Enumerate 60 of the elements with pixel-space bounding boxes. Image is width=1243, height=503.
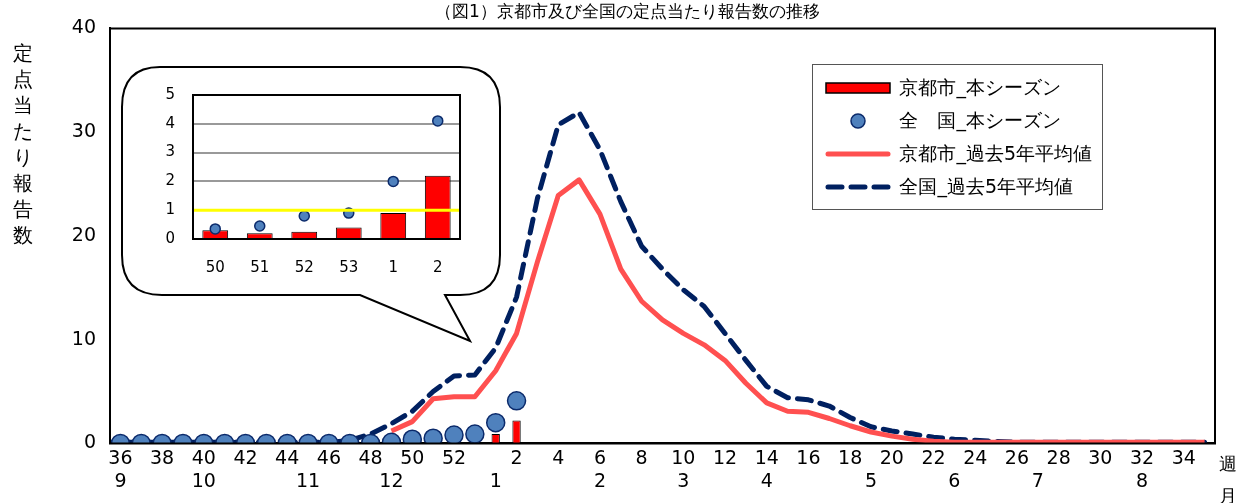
y-tick-label: 40 [71,15,96,38]
x-tick-label: 50 [205,257,225,276]
x-tick-label: 24 [963,445,988,468]
y-tick-label: 0 [83,430,96,453]
x-tick-label: 5 [864,468,878,491]
x-tick-label: 4 [552,445,565,468]
y-tick-label: 30 [71,119,96,142]
legend-label: 京都市_過去5年平均値 [899,140,1092,167]
x-tick-label: 14 4 [754,445,779,491]
x-tick-label: 2 [432,257,443,276]
x-tick-label: 1 [489,468,502,491]
x-tick-label: 16 [796,445,821,468]
x-tick-label: 12 [379,468,404,491]
y-tick-label: 5 [165,84,175,103]
x-tick-label: 20 [879,445,904,468]
x-tick-label: 50 [400,445,425,468]
x-tick-label: 52 [294,257,314,276]
y-tick-label: 10 [71,326,96,349]
x-tick-label: 30 [1088,445,1113,468]
y-tick-label: 2 [165,171,175,190]
x-tick-label: 8 [635,445,648,468]
y-tick-label: 4 [165,113,175,132]
x-tick-label: 6 2 [593,445,606,491]
x-tick-label: 10 3 [671,445,696,491]
x-tick-label: 11 [295,468,321,491]
legend-label: 全 国_本シーズン [899,107,1061,134]
x-tick-label: 51 [250,257,270,276]
x-tick-label: 48 [358,445,383,468]
y-axis-title: 定点当たり報告数 [12,40,34,248]
x-tick-label: 38 [150,445,175,468]
x-tick-label: 2 [510,445,523,468]
x-tick-label: 1 [388,257,399,276]
x-tick-label: 26 [1004,445,1030,468]
x-tick-label: 6 [948,468,961,491]
x-tick-label: 34 [1171,445,1196,468]
point [387,175,399,188]
y-tick-label: 1 [165,200,175,219]
x-tick-label: 32 8 [1129,445,1155,491]
x-tick-label: 46 [316,445,342,468]
legend-label: 京都市_本シーズン [899,74,1061,101]
x-tick-label: 44 [275,445,300,468]
x-tick-label: 7 [1031,468,1044,491]
point [209,223,221,235]
point [432,115,444,127]
chart-title: （図1）京都市及び全国の定点当たり報告数の推移 [435,0,820,21]
x-tick-label: 12 [712,445,738,468]
x-tick-label: 22 [921,445,946,468]
legend-label: 全国_過去5年平均値 [899,173,1073,200]
x-tick-label: 36 9 [108,445,133,491]
x-tick-label: 53 [339,257,359,276]
point [254,220,266,232]
x-tick-label: 52 [441,445,467,468]
x-axis-title: 週 [1219,453,1237,475]
x-tick-label: 18 [838,445,863,468]
x-tick-label: 28 [1046,445,1071,468]
y-tick-label: 0 [165,228,175,247]
y-tick-label: 20 [71,222,96,245]
y-tick-label: 3 [165,142,175,161]
x-tick-label: 42 [233,445,258,468]
x-tick-label: 40 10 [191,445,216,491]
